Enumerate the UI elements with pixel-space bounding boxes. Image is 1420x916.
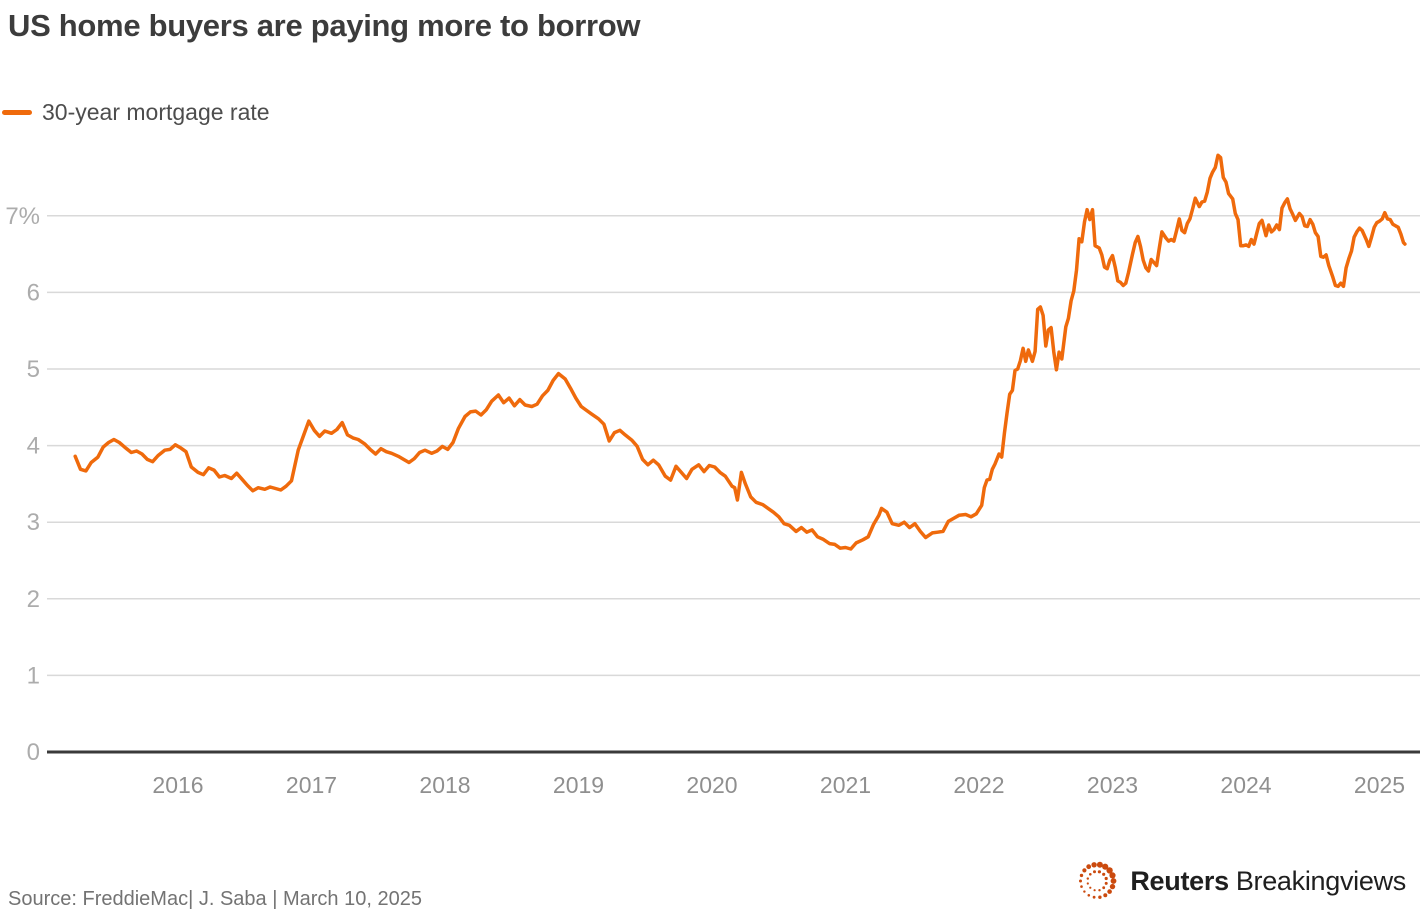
logo-dot — [1103, 893, 1108, 898]
y-axis-tick-label: 7% — [5, 203, 40, 230]
logo-dot — [1079, 879, 1083, 883]
logo-dot — [1082, 868, 1087, 873]
logo-dot — [1098, 895, 1102, 899]
logo-dot — [1080, 873, 1084, 878]
logo-dot — [1080, 885, 1084, 888]
x-axis-tick-label: 2019 — [553, 772, 604, 798]
logo-dot — [1089, 886, 1092, 889]
logo-dot — [1110, 883, 1116, 890]
logo-dot — [1089, 873, 1092, 876]
x-axis-tick-label: 2022 — [953, 772, 1004, 798]
logo-dot — [1093, 895, 1096, 899]
legend-label: 30-year mortgage rate — [42, 99, 270, 125]
logo-dot — [1106, 867, 1114, 874]
logo-dot — [1098, 870, 1102, 874]
logo-dot — [1098, 889, 1102, 892]
logo-dot — [1105, 881, 1109, 885]
logo-dot — [1093, 870, 1097, 874]
x-axis-tick-label: 2017 — [286, 772, 337, 798]
source-note: Source: FreddieMac| J. Saba | March 10, … — [8, 888, 422, 910]
y-axis-tick-label: 5 — [27, 356, 40, 383]
logo-breakingviews-text: Breakingviews — [1235, 865, 1406, 896]
logo-dot — [1107, 889, 1113, 894]
y-axis-tick-label: 0 — [27, 739, 40, 766]
x-axis-tick-label: 2024 — [1220, 772, 1271, 798]
reuters-breakingviews-logo: Reuters Breakingviews — [1072, 856, 1406, 906]
legend: 30-year mortgage rate — [2, 99, 270, 126]
mortgage-rate-line — [73, 153, 1407, 551]
y-axis-tick-label: 2 — [27, 586, 40, 613]
logo-dot — [1102, 872, 1106, 876]
x-axis-tick-label: 2020 — [686, 772, 737, 798]
x-axis-tick-label: 2016 — [152, 772, 203, 798]
logo-dot — [1087, 894, 1091, 897]
x-axis-tick-label: 2021 — [820, 772, 871, 798]
logo-dot — [1102, 863, 1109, 870]
logo-dot — [1097, 861, 1104, 868]
logo-dot — [1086, 864, 1092, 870]
logo-dot — [1093, 889, 1097, 892]
legend-line-swatch — [2, 110, 32, 115]
y-axis-tick-label: 1 — [27, 662, 40, 689]
logo-dot — [1102, 886, 1106, 890]
reuters-orbit-icon — [1079, 861, 1117, 899]
y-axis-tick-label: 4 — [27, 433, 40, 460]
logo-dot — [1110, 878, 1117, 884]
y-axis-tick-label: 6 — [27, 279, 40, 306]
logo-dot — [1087, 882, 1090, 885]
x-axis-tick-label: 2018 — [419, 772, 470, 798]
y-axis-tick-label: 3 — [27, 509, 40, 536]
x-axis-tick-label: 2025 — [1354, 772, 1405, 798]
logo-reuters-text: Reuters — [1130, 865, 1229, 896]
logo-dot — [1091, 862, 1098, 868]
chart-title: US home buyers are paying more to borrow — [8, 8, 641, 43]
logo-dot — [1104, 876, 1109, 881]
logo-dot — [1083, 890, 1086, 893]
x-axis-tick-label: 2023 — [1087, 772, 1138, 798]
logo-dot — [1086, 877, 1090, 880]
logo-dot — [1109, 872, 1116, 879]
